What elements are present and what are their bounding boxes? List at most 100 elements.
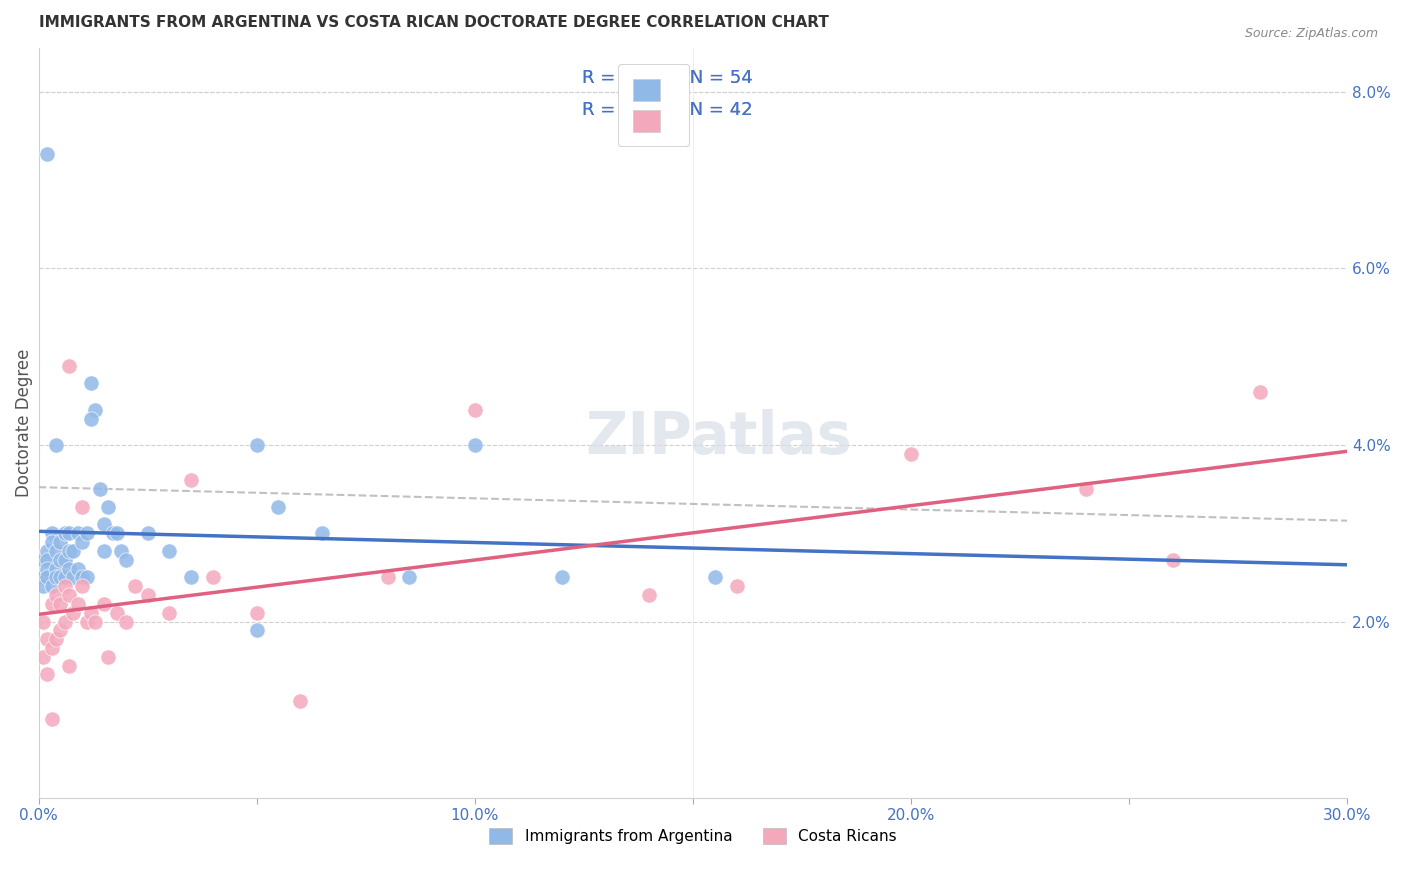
Point: [114, 615, 136, 629]
Point: [49, 553, 72, 567]
Point: [93, 597, 115, 611]
Point: [267, 500, 290, 514]
Y-axis label: Doctorate Degree: Doctorate Degree: [15, 349, 32, 497]
Point: [900, 447, 922, 461]
Point: [725, 579, 748, 593]
Point: [136, 526, 159, 541]
Point: [49, 624, 72, 638]
Point: [32, 579, 55, 593]
Point: [70, 500, 93, 514]
Point: [202, 570, 225, 584]
Point: [53, 615, 76, 629]
Point: [124, 579, 146, 593]
Point: [62, 570, 84, 584]
Text: R = 0.253   N = 54: R = 0.253 N = 54: [582, 69, 752, 87]
Point: [246, 624, 269, 638]
Point: [1161, 553, 1184, 567]
Point: [58, 588, 80, 602]
Point: [180, 473, 202, 487]
Point: [58, 359, 80, 373]
Point: [180, 570, 202, 584]
Point: [49, 570, 72, 584]
Point: [45, 561, 67, 575]
Point: [58, 658, 80, 673]
Text: Source: ZipAtlas.com: Source: ZipAtlas.com: [1244, 27, 1378, 40]
Point: [49, 597, 72, 611]
Point: [84, 402, 107, 417]
Point: [159, 544, 181, 558]
Point: [62, 544, 84, 558]
Point: [76, 570, 98, 584]
Point: [53, 553, 76, 567]
Point: [45, 588, 67, 602]
Point: [76, 615, 98, 629]
Text: R = 0.456   N = 42: R = 0.456 N = 42: [582, 102, 752, 120]
Point: [53, 526, 76, 541]
Point: [290, 694, 312, 708]
Point: [464, 402, 486, 417]
Text: IMMIGRANTS FROM ARGENTINA VS COSTA RICAN DOCTORATE DEGREE CORRELATION CHART: IMMIGRANTS FROM ARGENTINA VS COSTA RICAN…: [38, 15, 828, 30]
Point: [89, 482, 111, 496]
Point: [93, 517, 115, 532]
Point: [41, 526, 63, 541]
Point: [41, 579, 63, 593]
Point: [70, 535, 93, 549]
Point: [70, 579, 93, 593]
Point: [37, 561, 59, 575]
Point: [80, 376, 103, 391]
Point: [76, 526, 98, 541]
Text: R = 0.456   N = 42: R = 0.456 N = 42: [582, 102, 752, 120]
Point: [66, 561, 89, 575]
Point: [32, 615, 55, 629]
Point: [114, 553, 136, 567]
Point: [246, 438, 269, 452]
Point: [32, 649, 55, 664]
Point: [62, 606, 84, 620]
Point: [37, 667, 59, 681]
Point: [66, 526, 89, 541]
Point: [37, 632, 59, 647]
Point: [41, 640, 63, 655]
Point: [1074, 482, 1097, 496]
Point: [638, 588, 661, 602]
Point: [97, 500, 120, 514]
Point: [464, 438, 486, 452]
Point: [136, 588, 159, 602]
Point: [398, 570, 420, 584]
Point: [93, 544, 115, 558]
Point: [41, 597, 63, 611]
Legend: , : ,: [619, 64, 689, 146]
Point: [45, 632, 67, 647]
Point: [45, 438, 67, 452]
Point: [377, 570, 399, 584]
Point: [105, 526, 128, 541]
Point: [32, 553, 55, 567]
Point: [84, 615, 107, 629]
Point: [49, 535, 72, 549]
Point: [58, 544, 80, 558]
Point: [37, 146, 59, 161]
Point: [80, 411, 103, 425]
Point: [45, 544, 67, 558]
Point: [37, 570, 59, 584]
Text: ZIPatlas: ZIPatlas: [586, 409, 852, 467]
Point: [41, 712, 63, 726]
Point: [41, 535, 63, 549]
Point: [53, 570, 76, 584]
Point: [58, 526, 80, 541]
Text: R = 0.253   N = 54: R = 0.253 N = 54: [582, 69, 752, 87]
Point: [66, 597, 89, 611]
Point: [97, 649, 120, 664]
Point: [58, 561, 80, 575]
Point: [70, 570, 93, 584]
Point: [37, 553, 59, 567]
Point: [246, 606, 269, 620]
Point: [110, 544, 132, 558]
Point: [311, 526, 333, 541]
Point: [551, 570, 574, 584]
Point: [105, 606, 128, 620]
Point: [53, 579, 76, 593]
Point: [101, 526, 124, 541]
Point: [80, 606, 103, 620]
Point: [45, 570, 67, 584]
